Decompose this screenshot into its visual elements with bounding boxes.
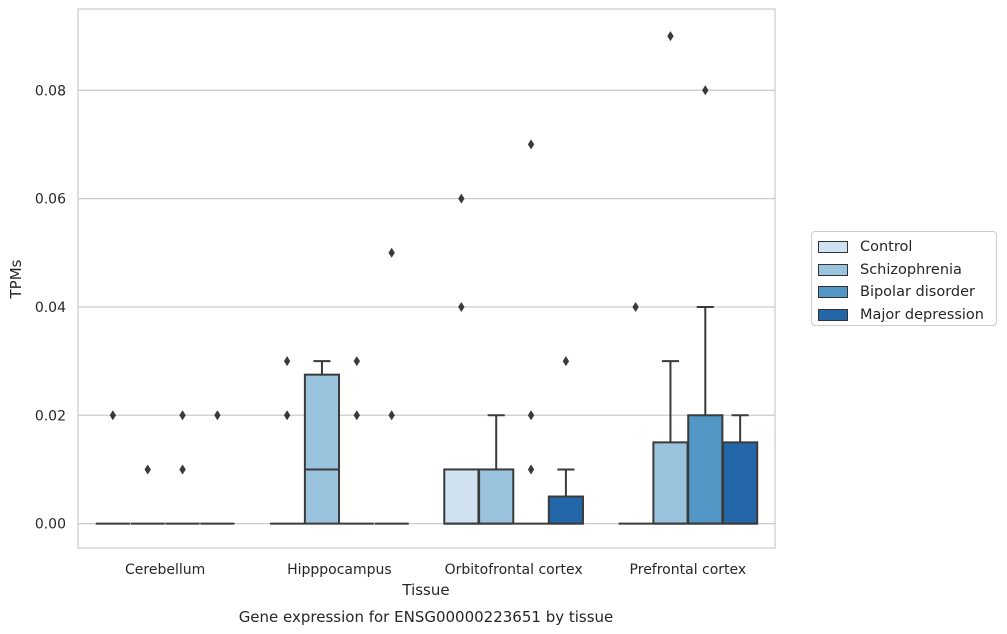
legend-swatch	[818, 241, 848, 254]
box-group	[165, 410, 200, 525]
x-axis-ticks: Cerebellum Hipppocampus Orbitofrontal cort…	[125, 562, 746, 578]
x-tick-label: Hipppocampus	[287, 562, 392, 578]
box-group	[200, 410, 235, 525]
box-group	[513, 139, 549, 525]
x-tick-label: Prefrontal cortex	[630, 562, 747, 578]
box-group	[687, 85, 724, 525]
box-group	[722, 414, 759, 525]
x-tick-label: Orbitofrontal cortex	[445, 562, 583, 578]
outlier-marker	[214, 410, 221, 421]
box-rect	[443, 468, 480, 525]
outlier-marker	[458, 301, 465, 312]
legend-swatch	[818, 263, 848, 276]
x-tick-label: Cerebellum	[125, 562, 205, 578]
outlier-marker	[388, 410, 395, 421]
legend-label: Control	[860, 239, 913, 256]
chart-caption: Gene expression for ENSG00000223651 by t…	[239, 608, 614, 626]
box-group	[339, 356, 374, 525]
legend-label: Bipolar disorder	[860, 284, 975, 301]
legend-swatch	[818, 308, 848, 321]
box-group	[618, 301, 653, 525]
y-tick-label: 0.08	[35, 83, 66, 99]
outlier-marker	[353, 356, 360, 367]
box-group	[374, 247, 409, 525]
y-axis-ticks: 0.00 0.02 0.04 0.06 0.08	[35, 83, 66, 532]
plot-area-frame	[77, 8, 776, 549]
outlier-marker	[527, 464, 535, 475]
legend-item: Schizophrenia	[818, 259, 990, 282]
y-tick-label: 0.00	[35, 517, 66, 533]
outlier-marker	[667, 31, 674, 42]
y-tick-label: 0.06	[35, 192, 66, 208]
y-axis-label: TPMs	[7, 259, 25, 299]
legend: Control Schizophrenia Bipolar disorder Majo…	[811, 231, 997, 326]
box-group	[443, 193, 480, 525]
box-group	[478, 414, 515, 525]
outlier-marker	[353, 410, 360, 421]
box-group	[270, 356, 305, 525]
outlier-marker	[144, 464, 151, 475]
legend-item: Bipolar disorder	[818, 281, 990, 304]
outlier-marker	[109, 410, 117, 421]
legend-swatch	[818, 286, 848, 299]
outlier-marker	[702, 85, 709, 96]
outlier-marker	[179, 410, 186, 421]
box-rect	[687, 414, 724, 525]
outlier-marker	[527, 410, 535, 421]
outlier-marker	[632, 301, 639, 312]
outlier-marker	[527, 139, 535, 150]
y-tick-label: 0.02	[35, 408, 66, 424]
outlier-marker	[458, 193, 465, 204]
legend-label: Major depression	[860, 306, 984, 323]
legend-label: Schizophrenia	[860, 261, 962, 278]
y-tick-label: 0.04	[35, 300, 66, 316]
box-group	[652, 31, 689, 525]
box-group	[95, 410, 130, 525]
boxes	[95, 31, 759, 525]
box-rect	[303, 373, 341, 525]
outlier-marker	[179, 464, 186, 475]
outlier-marker	[283, 410, 291, 421]
legend-item: Control	[818, 236, 990, 259]
box-group	[130, 464, 165, 525]
box-group	[303, 360, 341, 525]
box-rect	[652, 441, 689, 525]
box-group	[547, 356, 584, 525]
box-rect	[478, 468, 515, 525]
box-rect	[547, 495, 584, 525]
outlier-marker	[562, 356, 570, 367]
outlier-marker	[388, 247, 395, 258]
outlier-marker	[283, 356, 291, 367]
box-rect	[722, 441, 759, 525]
legend-item: Major depression	[818, 304, 990, 327]
x-axis-label: Tissue	[401, 581, 449, 599]
